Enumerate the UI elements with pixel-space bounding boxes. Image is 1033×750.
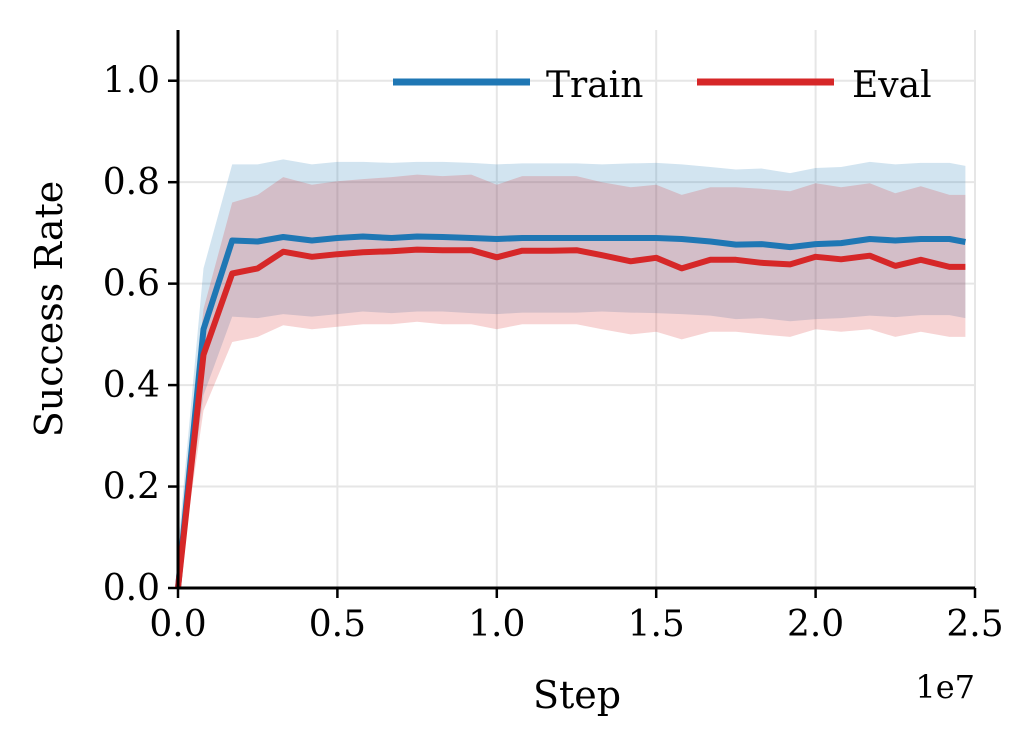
y-tick-label: 0.2 [103, 467, 160, 508]
x-tick-label: 0.0 [149, 604, 206, 645]
x-tick-label: 1.0 [468, 604, 525, 645]
band-eval [178, 174, 966, 588]
y-tick-label: 0.8 [103, 162, 160, 203]
legend: Train Eval [393, 65, 932, 106]
x-axis-offset-label: 1e7 [915, 668, 975, 706]
x-tick-label: 1.5 [628, 604, 685, 645]
line-eval [175, 246, 966, 589]
ticks: 0.0 0.5 1.0 1.5 2.0 2.5 0.0 0.2 0.4 0.6 0.8 1.0 [103, 61, 1004, 645]
line-train [175, 233, 966, 589]
x-tick-label: 2.5 [946, 604, 1003, 645]
axes [176, 30, 975, 590]
confidence-bands [178, 159, 966, 588]
legend-label-eval: Eval [852, 65, 932, 106]
y-tick-label: 1.0 [103, 61, 160, 102]
x-tick-label: 0.5 [309, 604, 366, 645]
y-tick-label: 0.0 [103, 568, 160, 609]
series-lines [175, 233, 966, 589]
y-tick-label: 0.4 [103, 365, 160, 406]
y-axis-label: Success Rate [27, 181, 71, 438]
legend-label-train: Train [546, 65, 643, 106]
x-axis-label: Step [533, 673, 621, 717]
band-train [178, 159, 966, 588]
y-tick-label: 0.6 [103, 264, 160, 305]
x-tick-label: 2.0 [787, 604, 844, 645]
